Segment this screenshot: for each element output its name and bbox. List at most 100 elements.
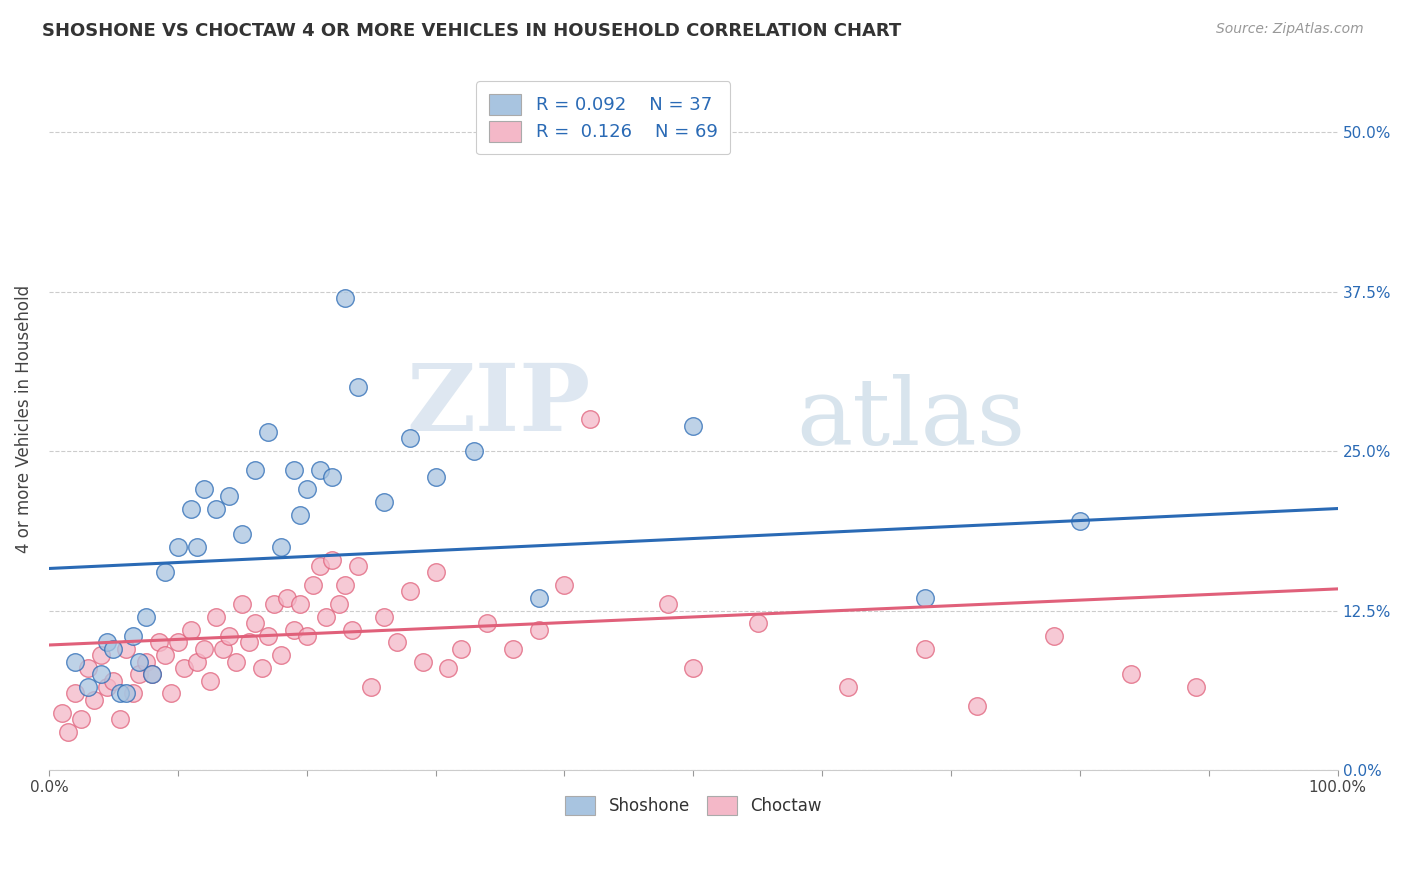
Point	[328, 597, 350, 611]
Point	[76, 680, 98, 694]
Point	[463, 444, 485, 458]
Legend: Shoshone, Choctaw: Shoshone, Choctaw	[555, 786, 831, 825]
Point	[103, 641, 125, 656]
Point	[527, 623, 550, 637]
Point	[308, 558, 330, 573]
Point	[914, 641, 936, 656]
Point	[121, 629, 143, 643]
Point	[385, 635, 408, 649]
Y-axis label: 4 or more Vehicles in Household: 4 or more Vehicles in Household	[15, 285, 32, 553]
Text: ZIP: ZIP	[406, 360, 591, 450]
Point	[308, 463, 330, 477]
Point	[257, 425, 280, 439]
Point	[89, 648, 111, 663]
Point	[231, 597, 253, 611]
Point	[173, 661, 195, 675]
Point	[153, 648, 176, 663]
Point	[437, 661, 460, 675]
Point	[243, 463, 266, 477]
Point	[276, 591, 298, 605]
Point	[225, 655, 247, 669]
Text: SHOSHONE VS CHOCTAW 4 OR MORE VEHICLES IN HOUSEHOLD CORRELATION CHART: SHOSHONE VS CHOCTAW 4 OR MORE VEHICLES I…	[42, 22, 901, 40]
Point	[128, 667, 150, 681]
Point	[160, 686, 183, 700]
Point	[205, 501, 228, 516]
Point	[290, 597, 312, 611]
Point	[283, 463, 305, 477]
Point	[115, 686, 138, 700]
Point	[335, 578, 357, 592]
Point	[360, 680, 382, 694]
Point	[321, 469, 343, 483]
Point	[966, 699, 988, 714]
Point	[205, 610, 228, 624]
Point	[83, 693, 105, 707]
Point	[1185, 680, 1208, 694]
Point	[1069, 514, 1091, 528]
Point	[425, 566, 447, 580]
Point	[398, 584, 420, 599]
Point	[263, 597, 285, 611]
Point	[141, 667, 163, 681]
Point	[682, 661, 704, 675]
Point	[218, 629, 240, 643]
Point	[335, 291, 357, 305]
Point	[747, 616, 769, 631]
Point	[103, 673, 125, 688]
Point	[283, 623, 305, 637]
Point	[527, 591, 550, 605]
Point	[373, 495, 395, 509]
Point	[502, 641, 524, 656]
Point	[63, 686, 86, 700]
Point	[270, 648, 292, 663]
Text: atlas: atlas	[796, 375, 1025, 464]
Point	[914, 591, 936, 605]
Point	[180, 501, 202, 516]
Point	[186, 540, 208, 554]
Point	[579, 412, 602, 426]
Point	[135, 610, 157, 624]
Point	[193, 483, 215, 497]
Point	[148, 635, 170, 649]
Point	[153, 566, 176, 580]
Point	[657, 597, 679, 611]
Point	[340, 623, 363, 637]
Point	[398, 431, 420, 445]
Point	[270, 540, 292, 554]
Point	[315, 610, 337, 624]
Point	[212, 641, 235, 656]
Point	[243, 616, 266, 631]
Point	[250, 661, 273, 675]
Point	[70, 712, 93, 726]
Text: Source: ZipAtlas.com: Source: ZipAtlas.com	[1216, 22, 1364, 37]
Point	[450, 641, 472, 656]
Point	[128, 655, 150, 669]
Point	[96, 635, 118, 649]
Point	[141, 667, 163, 681]
Point	[218, 489, 240, 503]
Point	[347, 558, 370, 573]
Point	[76, 661, 98, 675]
Point	[115, 641, 138, 656]
Point	[347, 380, 370, 394]
Point	[302, 578, 325, 592]
Point	[373, 610, 395, 624]
Point	[166, 635, 188, 649]
Point	[295, 483, 318, 497]
Point	[295, 629, 318, 643]
Point	[682, 418, 704, 433]
Point	[108, 686, 131, 700]
Point	[238, 635, 260, 649]
Point	[51, 706, 73, 720]
Point	[108, 712, 131, 726]
Point	[193, 641, 215, 656]
Point	[1043, 629, 1066, 643]
Point	[96, 680, 118, 694]
Point	[186, 655, 208, 669]
Point	[1121, 667, 1143, 681]
Point	[121, 686, 143, 700]
Point	[412, 655, 434, 669]
Point	[63, 655, 86, 669]
Point	[837, 680, 859, 694]
Point	[475, 616, 498, 631]
